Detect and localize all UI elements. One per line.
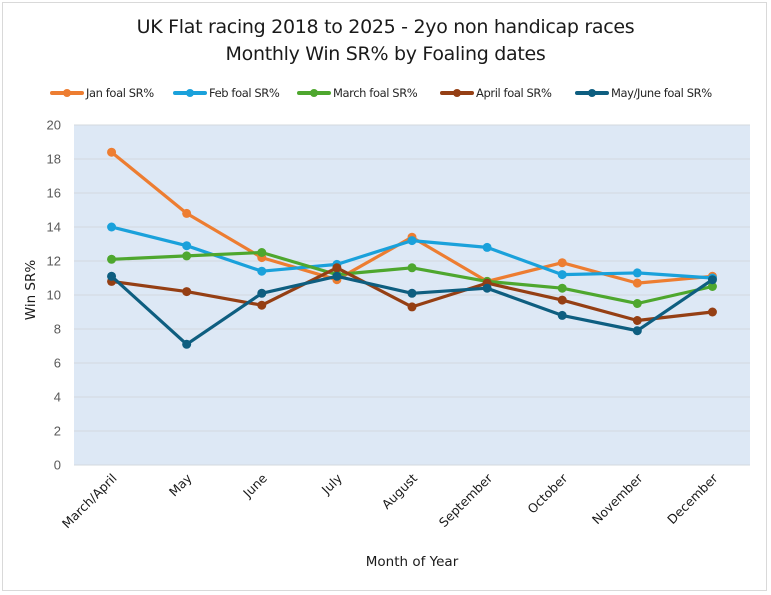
legend-item-feb[interactable]: Feb foal SR%	[173, 85, 280, 101]
data-point[interactable]	[107, 222, 117, 232]
y-tick-label: 4	[54, 390, 61, 405]
x-tick-label: June	[239, 470, 270, 501]
y-tick-label: 20	[47, 118, 61, 133]
data-point[interactable]	[332, 271, 342, 281]
legend-swatch-may-june	[575, 85, 609, 101]
data-point[interactable]	[182, 251, 192, 261]
data-point[interactable]	[557, 310, 567, 320]
legend-swatch-jan	[50, 85, 84, 101]
x-tick-label: September	[436, 470, 496, 530]
x-tick-label: December	[664, 470, 721, 527]
data-point[interactable]	[107, 147, 117, 157]
y-tick-label: 8	[54, 322, 61, 337]
data-point[interactable]	[632, 326, 642, 336]
data-point[interactable]	[107, 271, 117, 281]
data-point[interactable]	[257, 300, 267, 310]
series-march	[107, 248, 717, 308]
data-point[interactable]	[482, 283, 492, 293]
legend-label-may-june: May/June foal SR%	[611, 86, 712, 100]
data-point[interactable]	[482, 242, 492, 252]
y-tick-label: 10	[47, 288, 61, 303]
legend-item-march[interactable]: March foal SR%	[297, 85, 418, 101]
data-point[interactable]	[632, 278, 642, 288]
data-point[interactable]	[257, 266, 267, 276]
data-point[interactable]	[407, 302, 417, 312]
legend-item-april[interactable]: April foal SR%	[440, 85, 552, 101]
legend-label-feb: Feb foal SR%	[209, 86, 280, 100]
data-point[interactable]	[257, 288, 267, 298]
data-point[interactable]	[182, 339, 192, 349]
chart-subtitle: Monthly Win SR% by Foaling dates	[225, 43, 546, 65]
y-tick-label: 16	[47, 186, 61, 201]
data-point[interactable]	[557, 270, 567, 280]
y-axis-title: Win SR%	[23, 260, 39, 321]
data-point[interactable]	[632, 268, 642, 278]
x-tick-label: August	[379, 470, 421, 512]
x-tick-label: March/April	[59, 471, 120, 532]
legend-swatch-feb	[173, 85, 207, 101]
data-point[interactable]	[182, 287, 192, 297]
y-tick-label: 18	[47, 152, 61, 167]
series-group	[107, 147, 717, 349]
data-point[interactable]	[557, 258, 567, 268]
legend-label-march: March foal SR%	[333, 86, 418, 100]
y-tick-label: 12	[47, 254, 61, 269]
x-axis-ticks: March/April May June July August September Oct…	[59, 470, 721, 531]
data-point[interactable]	[557, 295, 567, 305]
data-point[interactable]	[407, 263, 417, 273]
data-point[interactable]	[182, 241, 192, 251]
y-tick-label: 0	[54, 458, 61, 473]
x-axis-title: Month of Year	[366, 554, 459, 570]
data-point[interactable]	[707, 307, 717, 317]
x-tick-label: May	[166, 470, 195, 499]
data-point[interactable]	[107, 254, 117, 264]
data-point[interactable]	[632, 299, 642, 308]
x-tick-label: November	[589, 470, 646, 527]
legend-item-may-june[interactable]: May/June foal SR%	[575, 85, 712, 101]
legend-swatch-march	[297, 85, 331, 101]
legend-label-april: April foal SR%	[476, 86, 552, 100]
data-point[interactable]	[257, 248, 267, 257]
y-tick-label: 2	[54, 424, 61, 439]
y-tick-label: 6	[54, 356, 61, 371]
data-point[interactable]	[407, 236, 417, 246]
data-point[interactable]	[407, 288, 417, 298]
data-point[interactable]	[332, 263, 342, 273]
data-point[interactable]	[557, 283, 567, 293]
legend-label-jan: Jan foal SR%	[86, 86, 154, 100]
legend-swatch-april	[440, 85, 474, 101]
data-point[interactable]	[707, 275, 717, 285]
x-tick-label: July	[318, 470, 346, 498]
y-axis-ticks: 0 2 4 6 8 10 12 14 16 18 20	[47, 118, 61, 473]
y-tick-label: 14	[47, 220, 61, 235]
legend: Jan foal SR% Feb foal SR% March foal SR%…	[0, 85, 771, 101]
chart-title: UK Flat racing 2018 to 2025 - 2yo non ha…	[136, 16, 635, 38]
data-point[interactable]	[632, 316, 642, 325]
series-may-june	[107, 271, 717, 349]
legend-item-jan[interactable]: Jan foal SR%	[50, 85, 154, 101]
x-tick-label: October	[524, 470, 571, 517]
data-point[interactable]	[182, 208, 192, 218]
data-point[interactable]	[707, 282, 717, 291]
